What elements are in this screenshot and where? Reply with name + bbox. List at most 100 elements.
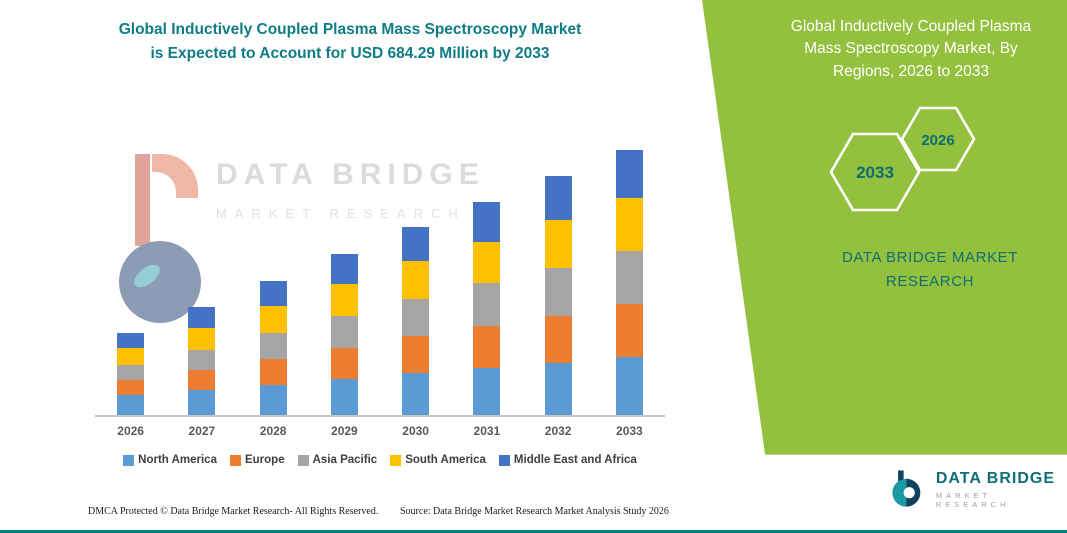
hexagon-graphic: 2033 2026 — [829, 106, 976, 212]
bar-2026 — [117, 332, 145, 415]
bar-segment — [330, 283, 358, 316]
corner-logo-sub: MARKET RESEARCH — [935, 490, 1010, 509]
bar-segment — [615, 149, 643, 198]
x-axis-label: 2026 — [117, 424, 144, 438]
watermark-logo-icon — [119, 154, 201, 323]
x-axis-label: 2031 — [473, 424, 501, 438]
bar-segment — [473, 326, 501, 369]
legend-item: Asia Pacific — [297, 454, 378, 466]
bar-segment — [473, 283, 501, 327]
bottom-accent-rule — [0, 530, 1067, 533]
legend-swatch — [498, 454, 510, 466]
bar-segment — [544, 268, 572, 317]
bar-2029 — [330, 254, 358, 415]
panel-title-line: Mass Spectroscopy Market, By — [804, 40, 1018, 58]
bar-segment — [615, 197, 643, 251]
legend-label: South America — [405, 454, 486, 466]
bar-segment — [188, 369, 216, 390]
bar-segment — [402, 226, 430, 261]
bar-2033 — [615, 149, 643, 415]
bar-segment — [117, 347, 145, 365]
chart-title-line2: is Expected to Account for USD 684.29 Mi… — [150, 45, 550, 63]
bar-segment — [330, 379, 358, 415]
bar-segment — [544, 363, 572, 415]
x-axis-label: 2027 — [188, 424, 216, 438]
x-axis-label: 2029 — [331, 424, 358, 438]
x-axis-label: 2033 — [616, 424, 643, 438]
stacked-bar-chart: 2026 2027 2028 2029 2030 2031 2032 2033 North A… — [95, 149, 665, 466]
hexagon-year-2026: 2026 — [921, 132, 954, 149]
bar-segment — [402, 373, 430, 415]
bar-segment — [544, 220, 572, 269]
legend-label: Asia Pacific — [312, 454, 378, 466]
legend-item: Middle East and Africa — [498, 454, 637, 466]
bar-segment — [544, 316, 572, 364]
bar-segment — [544, 176, 572, 221]
legend-item: North America — [123, 454, 217, 466]
bar-2031 — [473, 202, 501, 415]
watermark-sub: MARKET RESEARCH — [216, 206, 466, 221]
bar-segment — [402, 298, 430, 337]
panel-title-line: Regions, 2026 to 2033 — [833, 62, 989, 80]
bar-segment — [259, 333, 287, 360]
hexagon-2026-outline — [900, 106, 976, 172]
bar-segment — [259, 359, 287, 386]
watermark-brand: DATA BRIDGE — [216, 158, 485, 191]
legend-label: Middle East and Africa — [513, 454, 637, 466]
x-axis-label: 2032 — [544, 424, 572, 438]
bar-segment — [188, 327, 216, 350]
bar-segment — [188, 349, 216, 370]
bar-2032 — [544, 176, 572, 415]
corner-logo-name: DATA BRIDGE — [935, 469, 1055, 487]
bar-segment — [473, 368, 501, 415]
bar-segment — [188, 389, 216, 415]
bar-segment — [330, 254, 358, 284]
plot-area — [95, 149, 665, 417]
panel-brand-line: RESEARCH — [885, 273, 975, 290]
bar-segment — [473, 241, 501, 284]
x-axis-labels: 2026 2027 2028 2029 2030 2031 2032 2033 — [95, 424, 665, 438]
legend-item: Europe — [229, 454, 285, 466]
legend-label: North America — [138, 454, 217, 466]
bar-segment — [402, 260, 430, 299]
panel-brand-line: DATA BRIDGE MARKET — [841, 249, 1019, 266]
data-bridge-logo-icon — [892, 470, 921, 507]
hexagon-year-2033: 2033 — [856, 163, 894, 182]
legend-swatch — [297, 454, 309, 466]
x-axis-label: 2030 — [402, 424, 429, 438]
watermark-text: DATA BRIDGE MARKET RESEARCH — [216, 158, 485, 221]
source-note: Source: Data Bridge Market Research Mark… — [400, 506, 669, 517]
bar-segment — [615, 356, 643, 415]
hexagon-2033-outline — [829, 132, 921, 212]
bar-segment — [473, 202, 501, 242]
bar-segment — [330, 315, 358, 348]
legend-swatch — [390, 454, 402, 466]
bar-segment — [117, 379, 145, 395]
chart-title: Global Inductively Coupled Plasma Mass S… — [40, 18, 660, 66]
chart-title-line1: Global Inductively Coupled Plasma Mass S… — [118, 21, 582, 38]
legend-swatch — [123, 454, 135, 466]
bar-2027 — [188, 307, 216, 415]
x-axis-label: 2028 — [259, 424, 287, 438]
bar-segment — [402, 336, 430, 374]
bar-2030 — [402, 226, 430, 415]
watermark: DATA BRIDGE MARKET RESEARCH — [118, 148, 485, 328]
corner-logo-text: DATA BRIDGE MARKET RESEARCH — [936, 470, 1067, 509]
bar-segment — [117, 332, 145, 348]
panel-brand-text: DATA BRIDGE MARKET RESEARCH — [795, 246, 1065, 294]
bar-segment — [259, 306, 287, 334]
bar-segment — [117, 364, 145, 380]
bar-segment — [117, 394, 145, 415]
bar-segment — [330, 348, 358, 379]
legend-swatch — [229, 454, 241, 466]
bar-segment — [615, 303, 643, 357]
panel-title: Global Inductively Coupled Plasma Mass S… — [772, 16, 1050, 83]
legend-item: South America — [390, 454, 486, 466]
year-hexagons: 2033 2026 — [815, 95, 1000, 230]
bar-segment — [615, 250, 643, 304]
bar-2028 — [259, 281, 287, 415]
dmca-note: DMCA Protected © Data Bridge Market Rese… — [88, 506, 379, 517]
bar-segment — [188, 307, 216, 328]
